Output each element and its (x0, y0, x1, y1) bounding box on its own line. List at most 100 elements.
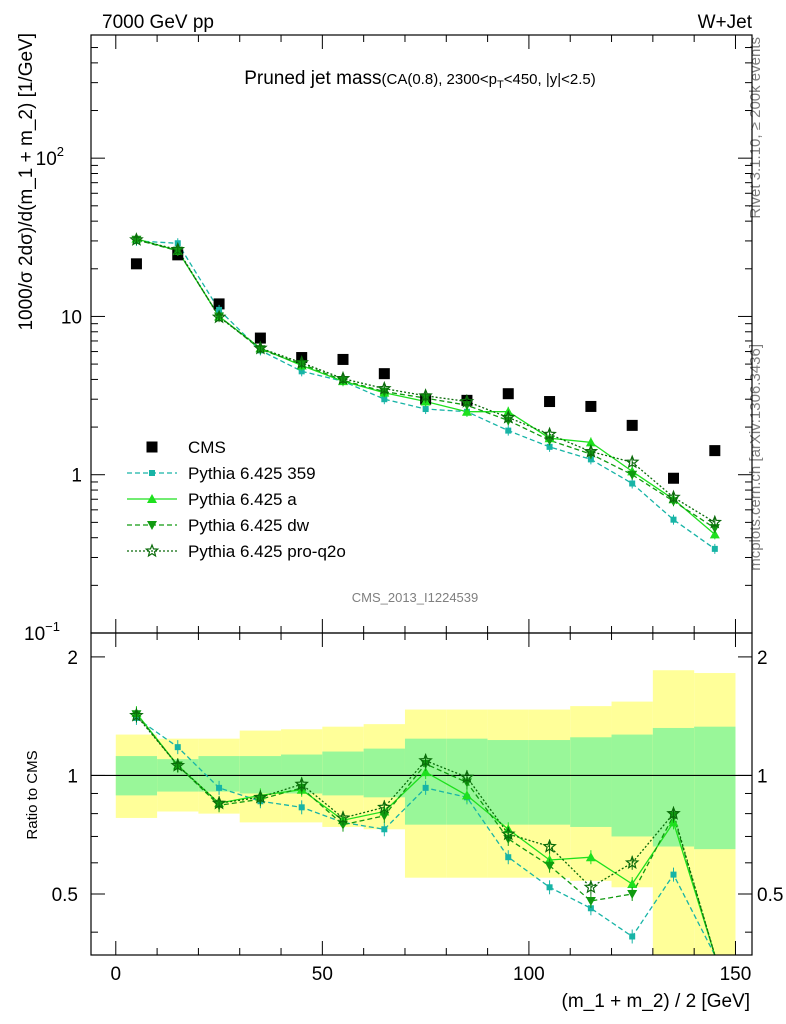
mcplots-label: mcplots.cern.ch [arXiv:1306.3436] (747, 344, 764, 571)
point-pythia-6-425-359 (711, 545, 718, 552)
y-tick-label: 1 (71, 466, 82, 487)
point-pythia-6-425-a (585, 437, 596, 447)
ratio-point-pythia-6-425-pro-q2o (253, 789, 268, 804)
x-tick-label: 150 (720, 964, 752, 985)
point-cms (544, 396, 556, 408)
ratio-point-pythia-6-425-359 (298, 804, 305, 811)
series-markers (129, 232, 723, 944)
point-cms (668, 472, 680, 484)
point-pythia-6-425-359 (546, 443, 553, 450)
legend-marker-pythia-6-425-pro-q2o (144, 543, 160, 558)
point-pythia-6-425-pro-q2o (377, 380, 392, 395)
point-pythia-6-425-a (709, 529, 720, 539)
x-tick-label: 0 (110, 964, 121, 985)
point-pythia-6-425-pro-q2o (624, 454, 640, 469)
point-pythia-6-425-pro-q2o (129, 232, 144, 246)
ratio-tick-label-left: 0.5 (52, 885, 78, 906)
legend-label-pythia-6-425-pro-q2o: Pythia 6.425 pro-q2o (188, 542, 346, 561)
line-pythia-6-425-dw (136, 239, 716, 529)
legend-marker-pythia-6-425-359 (149, 470, 155, 476)
point-pythia-6-425-pro-q2o (707, 514, 723, 529)
band-inner (322, 751, 364, 796)
title-sub: (CA(0.8), 2300<p (382, 71, 497, 88)
title-sub-T: T (497, 79, 504, 91)
ratio-point-pythia-6-425-pro-q2o (542, 838, 557, 853)
legend-label-pythia-6-425-dw: Pythia 6.425 dw (188, 516, 310, 535)
ratio-point-pythia-6-425-359 (505, 854, 512, 861)
analysis-id: CMS_2013_I1224539 (352, 590, 479, 605)
ratio-point-pythia-6-425-a (461, 790, 472, 800)
ratio-point-pythia-6-425-pro-q2o (129, 707, 144, 722)
ratio-point-pythia-6-425-a (420, 767, 431, 777)
point-pythia-6-425-pro-q2o (459, 393, 475, 408)
rivet-label: Rivet 3.1.10, ≥ 200k events (747, 37, 764, 219)
ratio-point-pythia-6-425-a (585, 852, 596, 862)
point-pythia-6-425-pro-q2o (542, 426, 557, 441)
ratio-point-pythia-6-425-pro-q2o (335, 810, 351, 825)
band-inner (239, 756, 282, 794)
band-inner (611, 734, 653, 837)
point-cms (130, 258, 142, 270)
ratio-point-pythia-6-425-pro-q2o (294, 776, 309, 791)
uncertainty-bands (91, 670, 752, 955)
ratio-point-pythia-6-425-dw (585, 896, 596, 906)
point-cms (626, 419, 638, 431)
point-pythia-6-425-pro-q2o (170, 241, 186, 256)
point-pythia-6-425-359 (629, 480, 636, 487)
ratio-point-pythia-6-425-359 (629, 933, 636, 940)
y-tick-label: 10 (61, 307, 82, 328)
band-inner (487, 740, 529, 825)
point-pythia-6-425-pro-q2o (335, 370, 351, 385)
point-pythia-6-425-a (461, 406, 472, 416)
legend-marker-cms (146, 441, 158, 453)
header-right: W+Jet (698, 12, 753, 33)
axes-ticks (91, 34, 752, 955)
ratio-point-pythia-6-425-dw (627, 889, 638, 899)
ratio-point-pythia-6-425-359 (381, 826, 388, 833)
ratio-y-label: Ratio to CMS (24, 750, 41, 839)
title-sub-end: <450, |y|<2.5) (504, 71, 596, 88)
ratio-point-pythia-6-425-pro-q2o (583, 879, 599, 894)
x-axis-label: (m_1 + m_2) / 2 [GeV] (562, 991, 751, 1012)
point-cms (337, 353, 349, 365)
ratio-point-pythia-6-425-359 (546, 884, 553, 891)
ratio-point-pythia-6-425-dw (544, 861, 555, 871)
band-inner (570, 737, 612, 827)
y-axis-label: 1000/σ 2dσ)/d(m_1 + m_2) [1/GeV] (16, 33, 37, 331)
ratio-point-pythia-6-425-pro-q2o (666, 805, 681, 820)
ratio-point-pythia-6-425-pro-q2o (459, 769, 475, 784)
point-pythia-6-425-359 (670, 516, 677, 523)
point-pythia-6-425-pro-q2o (418, 388, 433, 403)
y-tick-label: 102 (36, 144, 64, 170)
ratio-point-pythia-6-425-pro-q2o (418, 753, 433, 767)
ratio-point-pythia-6-425-dw (338, 820, 349, 830)
ratio-tick-label-right: 2 (757, 648, 768, 669)
point-pythia-6-425-pro-q2o (583, 443, 599, 458)
ratio-point-pythia-6-425-pro-q2o (170, 757, 186, 772)
ratio-tick-label-right: 0.5 (757, 885, 783, 906)
point-pythia-6-425-359 (381, 396, 388, 403)
band-inner (694, 726, 736, 850)
point-cms (378, 368, 390, 380)
point-pythia-6-425-pro-q2o (294, 355, 309, 369)
ratio-point-pythia-6-425-359 (174, 744, 181, 751)
x-tick-label: 100 (513, 964, 545, 985)
ratio-tick-label-right: 1 (757, 766, 768, 787)
point-cms (254, 332, 266, 344)
ratio-point-pythia-6-425-pro-q2o (377, 799, 392, 814)
ratio-point-pythia-6-425-pro-q2o (211, 795, 227, 810)
ratio-point-pythia-6-425-359 (587, 905, 594, 912)
ratio-point-pythia-6-425-a (627, 879, 638, 889)
point-pythia-6-425-359 (505, 427, 512, 434)
ratio-point-pythia-6-425-pro-q2o (500, 826, 516, 841)
ratio-tick-label-left: 1 (67, 766, 78, 787)
point-cms (502, 388, 514, 400)
point-pythia-6-425-pro-q2o (211, 309, 227, 324)
legend-marker-pythia-6-425-a (147, 494, 157, 503)
point-pythia-6-425-359 (587, 456, 594, 463)
ratio-frame (90, 632, 753, 956)
x-tick-label: 50 (312, 964, 333, 985)
band-inner (528, 740, 571, 825)
chart-title: Pruned jet mass(CA(0.8), 2300<pT<450, |y… (244, 68, 596, 91)
point-pythia-6-425-pro-q2o (253, 340, 268, 355)
